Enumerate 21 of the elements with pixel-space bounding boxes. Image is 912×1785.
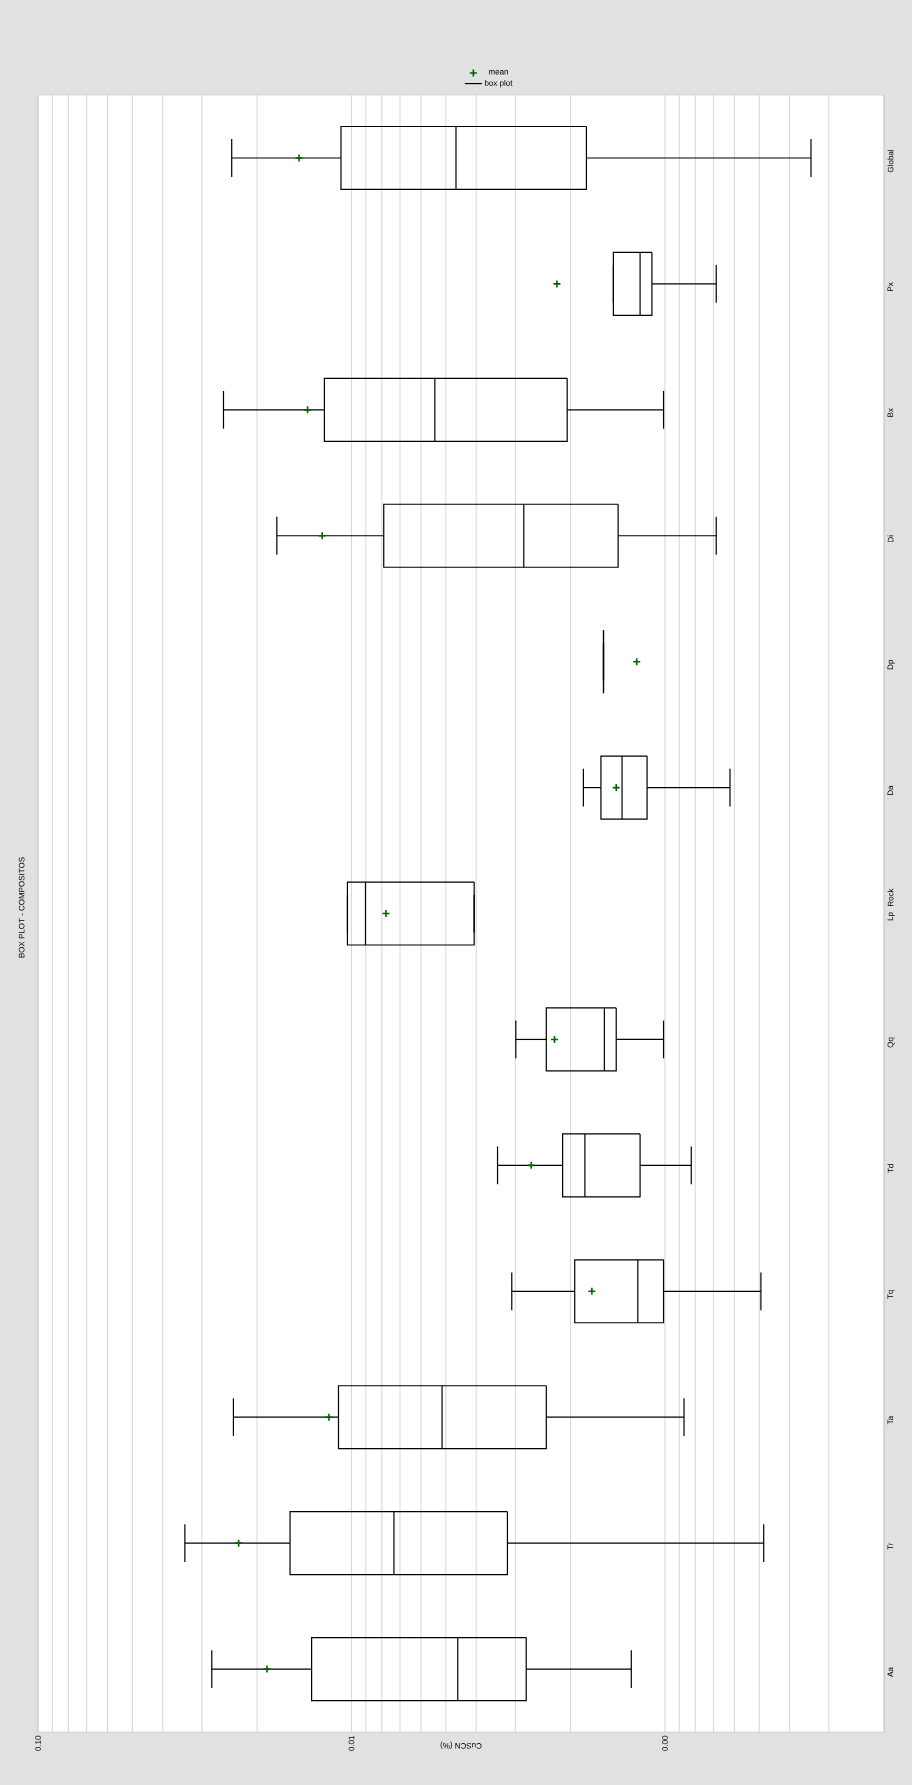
y-tick-label: Di [887,535,894,542]
y-tick-label: Global [887,149,894,173]
text: BOX PLOT - COMPOSITOS [18,857,25,958]
y-tick-label: Tq [887,1290,895,1299]
legend-label: mean [489,70,508,75]
y-tick-label: Da [887,785,894,796]
legend-label: box plot [484,79,513,88]
y-tick-label: Td [887,1164,894,1173]
x-tick-label: 0.01 [348,1735,355,1751]
y-axis-title: Rock [887,888,894,906]
y-tick-label: Px [887,282,894,291]
x-axis-title: CuSCN (%) [440,1741,482,1749]
y-tick-label: Lp [887,912,895,921]
y-tick-label: Qq [887,1037,895,1048]
y-tick-label: Dp [887,659,895,670]
y-tick-label: Bx [887,408,894,417]
x-tick-label: 0.10 [35,1735,41,1751]
x-tick-label: 0.00 [662,1735,668,1751]
y-tick-label: Aa [887,1667,894,1677]
y-tick-label: Ta [887,1415,894,1425]
y-tick-label: Tr [887,1542,894,1550]
